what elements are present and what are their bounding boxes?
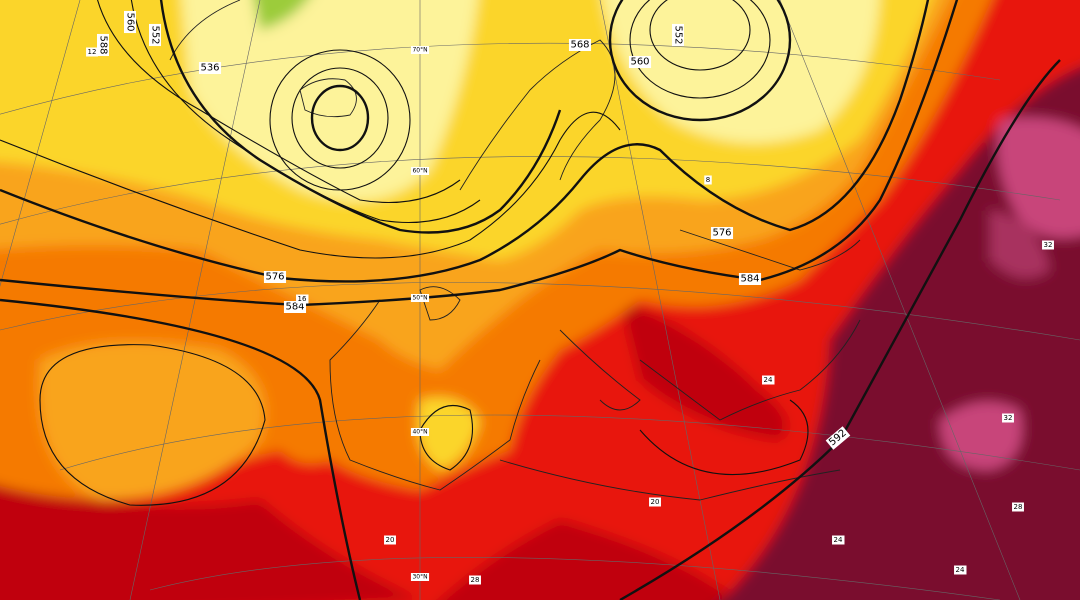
label-background <box>263 271 287 283</box>
height-label: 576 <box>712 228 731 239</box>
labels: 5885605525365765845685525605765845921216… <box>86 10 1054 585</box>
temperature-label: 20 <box>386 536 395 544</box>
temperature-label-box: 12 <box>86 47 98 57</box>
temperature-label: 16 <box>298 295 307 303</box>
height-label: 552 <box>150 25 161 44</box>
latitude-label: 40°N <box>412 429 427 436</box>
temperature-label: 28 <box>471 576 480 584</box>
temperature-label: 24 <box>764 376 773 384</box>
temperature-label-box: 20 <box>649 497 661 507</box>
label-background <box>124 10 136 34</box>
height-label-box: 584 <box>738 273 762 285</box>
height-label: 584 <box>285 302 304 313</box>
height-label: 588 <box>98 35 109 54</box>
temperature-label: 32 <box>1044 241 1053 249</box>
height-label-box: 584 <box>283 301 307 313</box>
label-background <box>568 39 592 51</box>
label-background <box>410 428 430 436</box>
label-background <box>410 46 430 54</box>
height-label: 568 <box>570 40 589 51</box>
label-background <box>86 47 98 57</box>
temperature-label-box: 32 <box>1002 413 1014 423</box>
temperature-label-box: 32 <box>1042 240 1054 250</box>
label-background <box>825 426 851 450</box>
height-label: 576 <box>265 272 284 283</box>
label-background <box>762 375 775 385</box>
height-label-box: 568 <box>568 39 592 51</box>
label-background <box>410 294 430 302</box>
label-background <box>198 62 222 74</box>
label-background <box>1012 502 1024 512</box>
label-background <box>710 227 734 239</box>
latitude-label-box: 70°N <box>410 46 430 54</box>
temperature-label-box: 28 <box>469 575 481 585</box>
temperature-label: 12 <box>88 48 97 56</box>
height-label: 536 <box>200 63 219 74</box>
label-background <box>738 273 762 285</box>
height-label: 560 <box>125 12 136 31</box>
label-background <box>97 33 109 57</box>
label-background <box>1002 413 1014 423</box>
latitude-label-box: 40°N <box>410 428 430 436</box>
latitude-label-box: 50°N <box>410 294 430 302</box>
label-background <box>296 294 309 304</box>
temperature-label-box: 24 <box>954 565 967 575</box>
temperature-label-box: 24 <box>762 375 775 385</box>
temperature-label: 28 <box>1014 503 1023 511</box>
height-label-box: 536 <box>198 62 222 74</box>
height-label: 552 <box>673 25 684 44</box>
latitude-label: 60°N <box>412 168 427 175</box>
height-label-box: 560 <box>124 10 136 34</box>
height-label-box: 576 <box>263 271 287 283</box>
height-label-box: 576 <box>710 227 734 239</box>
label-background <box>410 573 430 581</box>
height-label-box: 588 <box>97 33 109 57</box>
latitude-label-box: 60°N <box>410 167 430 175</box>
label-background <box>469 575 481 585</box>
temperature-label-box: 28 <box>1012 502 1024 512</box>
label-background <box>649 497 661 507</box>
temperature-label: 20 <box>651 498 660 506</box>
height-label-box: 560 <box>628 56 652 68</box>
height-label-box: 552 <box>672 23 684 47</box>
latitude-label: 50°N <box>412 295 427 302</box>
label-background <box>149 23 161 47</box>
label-background <box>832 535 845 545</box>
temperature-label: 32 <box>1004 414 1013 422</box>
temperature-label: 24 <box>956 566 965 574</box>
label-background <box>283 301 307 313</box>
temperature-label-box: 16 <box>296 294 309 304</box>
latitude-label-box: 30°N <box>410 573 430 581</box>
label-background <box>384 535 396 545</box>
label-background <box>1042 240 1054 250</box>
label-background <box>704 175 712 185</box>
label-background <box>410 167 430 175</box>
latitude-label: 70°N <box>412 47 427 54</box>
temperature-label: 24 <box>834 536 843 544</box>
height-label: 560 <box>630 57 649 68</box>
temperature-label-box: 8 <box>704 175 712 185</box>
label-background <box>628 56 652 68</box>
temperature-label-box: 20 <box>384 535 396 545</box>
latitude-label: 30°N <box>412 574 427 581</box>
label-background <box>672 23 684 47</box>
temperature-label: 8 <box>706 176 710 184</box>
height-label: 584 <box>740 274 759 285</box>
height-label-box: 552 <box>149 23 161 47</box>
temperature-label-box: 24 <box>832 535 845 545</box>
label-background <box>954 565 967 575</box>
